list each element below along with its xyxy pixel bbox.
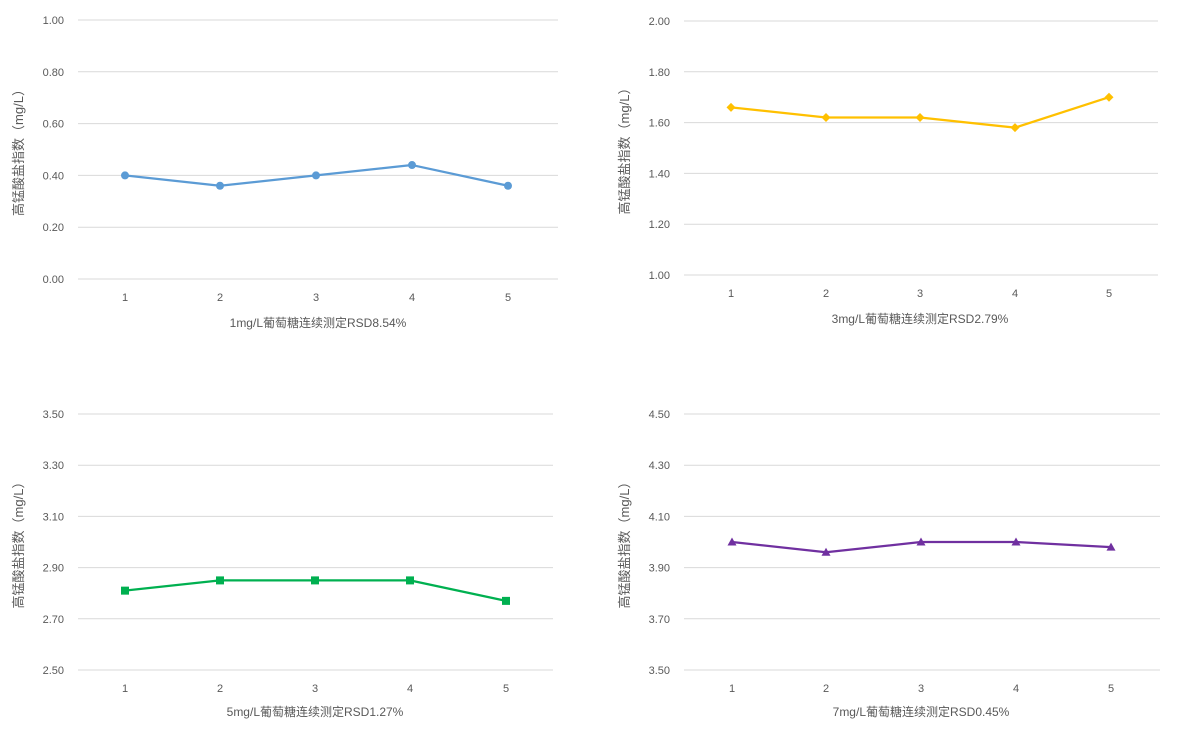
y-tick-label: 1.00 [43, 15, 64, 27]
x-axis-label: 7mg/L葡萄糖连续测定RSD0.45% [833, 704, 1010, 719]
x-tick-label: 3 [312, 683, 318, 695]
y-tick-label: 0.40 [43, 170, 64, 182]
y-tick-label: 2.50 [43, 665, 64, 677]
x-tick-label: 4 [407, 683, 413, 695]
y-tick-label: 2.00 [649, 16, 670, 28]
chart-1mg: 0.00 0.20 0.40 0.60 0.80 1.00 1 2 3 4 5 高锰酸盐指数（mg/L… [0, 0, 590, 345]
chart-svg: 2.50 2.70 2.90 3.10 3.30 3.50 1 2 3 4 5 高锰酸盐指数（mg/L… [11, 409, 553, 719]
x-tick-label: 3 [917, 288, 923, 300]
series-line [730, 96, 1110, 129]
data-point [216, 181, 224, 190]
x-tick-label: 5 [503, 683, 509, 695]
y-axis-label: 高锰酸盐指数（mg/L） [11, 476, 26, 609]
y-axis-label: 高锰酸盐指数（mg/L） [617, 82, 632, 215]
y-tick-label: 0.60 [43, 119, 64, 131]
data-point [1010, 123, 1020, 133]
y-tick-label: 4.50 [649, 409, 670, 421]
x-tick-label: 2 [217, 683, 223, 695]
chart-svg: 0.00 0.20 0.40 0.60 0.80 1.00 1 2 3 4 5 高锰酸盐指数（mg/L… [11, 15, 558, 330]
x-tick-label: 3 [918, 683, 924, 695]
x-tick-label: 3 [313, 292, 319, 304]
data-point [311, 576, 319, 585]
y-tick-label: 3.10 [43, 511, 64, 523]
chart-svg: 1.00 1.20 1.40 1.60 1.80 2.00 1 2 3 4 5 高锰酸盐指数（mg/L… [617, 16, 1158, 326]
x-tick-label: 2 [823, 288, 829, 300]
data-point [504, 181, 512, 190]
x-tick-label: 5 [1108, 683, 1114, 695]
data-point [726, 102, 736, 112]
data-point [727, 537, 737, 546]
data-point [1104, 92, 1114, 102]
data-point [406, 576, 414, 585]
chart-3mg: 1.00 1.20 1.40 1.60 1.80 2.00 1 2 3 4 5 高锰酸盐指数（mg/L… [600, 0, 1179, 345]
data-point [915, 113, 925, 123]
y-tick-label: 3.50 [43, 409, 64, 421]
y-tick-label: 0.20 [43, 222, 64, 234]
y-tick-label: 4.10 [649, 511, 670, 523]
y-tick-label: 1.20 [649, 219, 670, 231]
x-axis-label: 3mg/L葡萄糖连续测定RSD2.79% [832, 311, 1009, 326]
data-point [821, 113, 831, 123]
x-tick-label: 1 [728, 288, 734, 300]
x-tick-label: 5 [505, 292, 511, 304]
y-tick-label: 1.80 [649, 67, 670, 79]
y-tick-label: 1.60 [649, 118, 670, 130]
data-point [121, 586, 129, 595]
x-tick-label: 4 [409, 292, 415, 304]
x-tick-label: 2 [217, 292, 223, 304]
y-tick-label: 2.90 [43, 563, 64, 575]
y-tick-label: 2.70 [43, 614, 64, 626]
y-tick-label: 1.40 [649, 168, 670, 180]
data-point [916, 537, 926, 546]
data-point [821, 547, 831, 556]
data-point [1011, 537, 1021, 546]
data-point [1106, 542, 1116, 551]
y-tick-label: 0.00 [43, 274, 64, 286]
y-tick-label: 1.00 [649, 270, 670, 282]
data-point [502, 596, 510, 605]
y-axis-label: 高锰酸盐指数（mg/L） [617, 476, 632, 609]
y-axis-label: 高锰酸盐指数（mg/L） [11, 83, 26, 216]
x-tick-label: 2 [823, 683, 829, 695]
x-tick-label: 4 [1013, 683, 1019, 695]
data-point [121, 171, 129, 180]
y-tick-label: 4.30 [649, 460, 670, 472]
x-axis-label: 5mg/L葡萄糖连续测定RSD1.27% [227, 704, 404, 719]
data-point [408, 161, 416, 170]
x-tick-label: 5 [1106, 288, 1112, 300]
x-tick-label: 1 [122, 292, 128, 304]
y-tick-label: 3.70 [649, 614, 670, 626]
chart-5mg: 2.50 2.70 2.90 3.10 3.30 3.50 1 2 3 4 5 高锰酸盐指数（mg/L… [0, 390, 590, 735]
data-point [312, 171, 320, 180]
x-axis-label: 1mg/L葡萄糖连续测定RSD8.54% [230, 315, 407, 330]
x-tick-label: 1 [122, 683, 128, 695]
chart-svg: 3.50 3.70 3.90 4.10 4.30 4.50 1 2 3 4 5 高锰酸盐指数（mg/L… [617, 409, 1160, 719]
x-tick-label: 1 [729, 683, 735, 695]
y-tick-label: 0.80 [43, 67, 64, 79]
data-point [216, 576, 224, 585]
chart-7mg: 3.50 3.70 3.90 4.10 4.30 4.50 1 2 3 4 5 高锰酸盐指数（mg/L… [600, 390, 1179, 735]
y-tick-label: 3.50 [649, 665, 670, 677]
x-tick-label: 4 [1012, 288, 1018, 300]
y-tick-label: 3.30 [43, 460, 64, 472]
y-tick-label: 3.90 [649, 563, 670, 575]
